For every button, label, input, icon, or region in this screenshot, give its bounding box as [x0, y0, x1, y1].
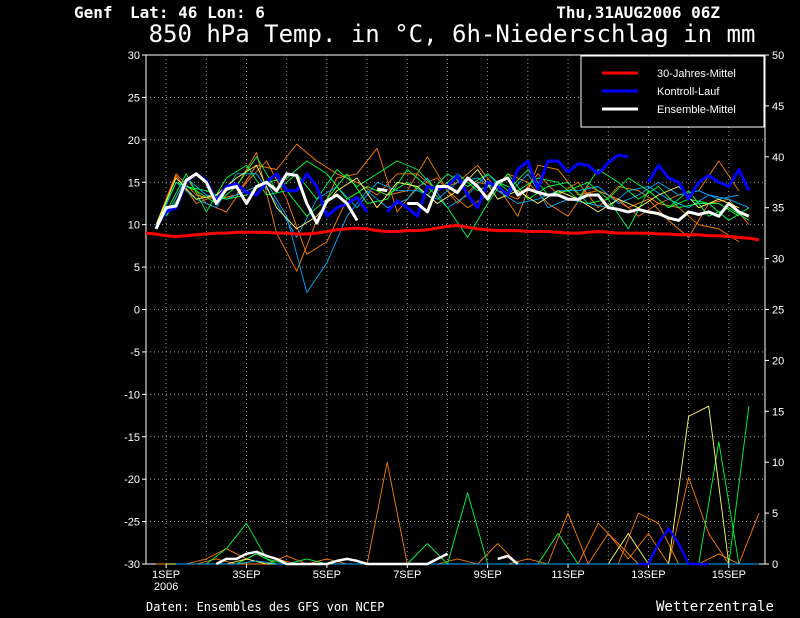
precip-member-line-0 — [166, 461, 749, 565]
data-source-label: Daten: Ensembles des GFS von NCEP — [146, 600, 384, 614]
temp-members — [155, 143, 750, 293]
y-left-tick-label-7: 5 — [134, 262, 140, 274]
x-tick-label-2: 5SEP — [313, 569, 341, 581]
y-right-tick-label-9: 45 — [772, 101, 784, 113]
y-left-tick-label-10: 20 — [128, 135, 140, 147]
y-right-tick-label-3: 15 — [772, 406, 784, 418]
climatology-series — [145, 224, 760, 242]
precip-series — [156, 405, 760, 566]
y-right-tick-label-5: 25 — [772, 305, 784, 317]
run-time-label: Thu,31AUG2006 06Z — [556, 3, 720, 22]
y-right-tick-label-1: 5 — [772, 508, 778, 520]
y-left-tick-label-2: -20 — [124, 474, 140, 486]
precip-member-line-4 — [176, 441, 759, 565]
x-tick-label-5: 11SEP — [551, 569, 584, 581]
y-right-tick-label-4: 20 — [772, 355, 784, 367]
x-tick-label-3: 7SEP — [393, 569, 421, 581]
x-tick-label-6: 13SEP — [631, 569, 665, 581]
temp-member-line-8 — [155, 164, 740, 230]
precip-member-line-6 — [176, 560, 759, 565]
y-right-tick-label-2: 10 — [772, 457, 784, 469]
y-left-tick-label-9: 15 — [128, 177, 140, 189]
ensemble-mean-line — [154, 172, 750, 230]
legend-label-ensemble-mean: Ensemble-Mittel — [657, 104, 736, 116]
chart-title: 850 hPa Temp. in °C, 6h-Niederschlag in … — [149, 20, 756, 48]
y-right-tick-label-10: 50 — [772, 50, 784, 62]
x-tick-sublabel-0: 2006 — [154, 581, 178, 593]
y-left-tick-label-4: -10 — [124, 389, 140, 401]
y-right-tick-label-6: 30 — [772, 254, 784, 266]
x-tick-label-0: 1SEP — [152, 569, 180, 581]
y-left-tick-label-5: -5 — [130, 347, 140, 359]
temp-member-line-4 — [155, 173, 739, 238]
y-right-tick-label-7: 35 — [772, 203, 784, 215]
y-left-tick-label-1: -25 — [124, 517, 140, 529]
location-label: Genf — [74, 3, 113, 22]
y-right-tick-label-0: 0 — [772, 559, 778, 571]
y-left-tick-label-3: -15 — [124, 432, 140, 444]
x-tick-label-7: 15SEP — [712, 569, 746, 581]
climatology-line — [145, 224, 760, 242]
precip-control-line — [638, 527, 709, 566]
coords-label: Lat: 46 Lon: 6 — [130, 3, 265, 22]
x-tick-label-1: 3SEP — [232, 569, 260, 581]
brand-label: Wetterzentrale — [656, 599, 774, 615]
precip-ensemble-mean-line — [215, 550, 519, 566]
y-axis-left: -30 -25 -20 -15 -10 -5 0 5 10 15 20 25 30 — [124, 50, 146, 571]
temp-member-line-1 — [165, 156, 750, 255]
y-left-tick-label-8: 10 — [128, 220, 140, 232]
y-left-tick-label-0: -30 — [124, 559, 140, 571]
y-axis-right: 0 5 10 15 20 25 30 35 40 45 50 — [765, 50, 784, 571]
y-left-tick-label-12: 30 — [128, 50, 140, 62]
x-tick-label-4: 9SEP — [474, 569, 502, 581]
y-left-tick-label-11: 25 — [128, 92, 140, 104]
y-right-tick-label-8: 40 — [772, 152, 784, 164]
grid — [146, 55, 765, 564]
legend-label-climatology: 30-Jahres-Mittel — [657, 68, 736, 80]
legend-label-control: Kontroll-Lauf — [657, 86, 720, 98]
temp-member-line-6 — [155, 156, 740, 225]
ensemble-mean-series — [154, 172, 750, 230]
y-left-tick-label-6: 0 — [134, 305, 140, 317]
legend: 30-Jahres-Mittel Kontroll-Lauf Ensemble-… — [580, 55, 765, 128]
